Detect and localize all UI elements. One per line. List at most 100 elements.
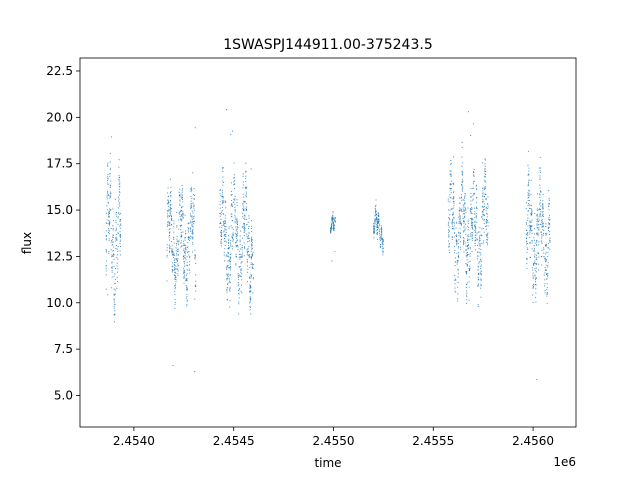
- data-point: [166, 225, 168, 227]
- data-point: [449, 201, 451, 203]
- data-point: [228, 235, 230, 237]
- data-point: [119, 250, 121, 252]
- data-point: [532, 294, 534, 296]
- data-point: [474, 225, 476, 227]
- data-point: [238, 301, 240, 303]
- data-point: [527, 210, 529, 212]
- data-point: [251, 220, 253, 222]
- data-point: [536, 257, 537, 259]
- data-point: [221, 196, 223, 198]
- data-point: [333, 219, 335, 221]
- data-point: [183, 282, 185, 284]
- data-point: [461, 171, 463, 173]
- data-point: [474, 220, 476, 222]
- data-point: [476, 232, 478, 234]
- data-point: [536, 215, 538, 217]
- data-point: [540, 216, 542, 218]
- data-point: [461, 165, 463, 167]
- data-point: [111, 266, 113, 268]
- data-point: [117, 232, 119, 234]
- data-point: [536, 224, 538, 226]
- data-point: [382, 238, 384, 240]
- data-point: [455, 257, 457, 259]
- data-point: [234, 183, 236, 185]
- data-point: [194, 254, 196, 256]
- data-point: [179, 213, 181, 215]
- data-point: [464, 195, 466, 197]
- data-point: [229, 269, 231, 271]
- data-point: [176, 240, 178, 242]
- data-point: [184, 237, 186, 239]
- data-point: [227, 255, 229, 257]
- data-point: [227, 255, 229, 257]
- data-point: [464, 202, 466, 204]
- data-point: [239, 239, 241, 241]
- data-point: [527, 219, 529, 221]
- data-point: [477, 284, 479, 286]
- data-point: [531, 225, 533, 227]
- data-point: [242, 187, 244, 189]
- data-point: [479, 237, 481, 239]
- data-point: [190, 191, 192, 193]
- data-point: [186, 296, 188, 298]
- data-point: [530, 194, 532, 196]
- data-point: [459, 202, 461, 204]
- data-point: [224, 238, 226, 240]
- data-point: [187, 223, 189, 225]
- data-point: [450, 208, 452, 210]
- data-points: [105, 109, 551, 381]
- data-point: [458, 254, 460, 256]
- data-point: [174, 277, 176, 279]
- data-point: [173, 242, 175, 244]
- data-point: [112, 228, 114, 230]
- data-point: [379, 247, 381, 249]
- data-point: [461, 189, 463, 191]
- data-point: [459, 215, 461, 217]
- data-point: [539, 194, 541, 196]
- data-point: [536, 263, 538, 265]
- data-point: [450, 174, 452, 176]
- data-point: [526, 223, 528, 225]
- data-point: [174, 293, 176, 295]
- data-point: [110, 241, 112, 243]
- data-point: [547, 273, 549, 275]
- data-point: [477, 251, 479, 253]
- data-point: [376, 224, 378, 226]
- data-point: [246, 233, 248, 235]
- data-point: [180, 210, 182, 212]
- data-point: [234, 211, 236, 213]
- data-point: [476, 207, 478, 209]
- data-point: [475, 227, 477, 229]
- data-point: [239, 256, 241, 258]
- data-point: [332, 215, 334, 217]
- data-point: [225, 201, 227, 203]
- data-point: [382, 254, 384, 256]
- data-point: [119, 183, 121, 185]
- data-point: [546, 273, 548, 275]
- data-point: [377, 221, 379, 223]
- data-point: [457, 300, 459, 302]
- data-point: [533, 228, 535, 230]
- data-point: [235, 263, 237, 265]
- data-point: [470, 211, 472, 213]
- data-point: [544, 266, 546, 268]
- data-point: [113, 321, 115, 323]
- data-point: [479, 234, 481, 236]
- data-point: [237, 227, 239, 229]
- data-point: [535, 267, 537, 269]
- data-point: [252, 267, 254, 269]
- data-point: [542, 204, 544, 206]
- data-point: [105, 265, 107, 267]
- data-point: [546, 292, 548, 294]
- data-point: [175, 279, 177, 281]
- data-point: [471, 226, 473, 228]
- data-point: [106, 195, 108, 197]
- data-point: [244, 216, 246, 218]
- data-point: [459, 218, 461, 220]
- data-point: [451, 221, 453, 223]
- data-point: [173, 269, 175, 271]
- data-point: [174, 301, 176, 303]
- data-point: [240, 275, 242, 277]
- data-point: [107, 174, 109, 176]
- data-point: [529, 204, 531, 206]
